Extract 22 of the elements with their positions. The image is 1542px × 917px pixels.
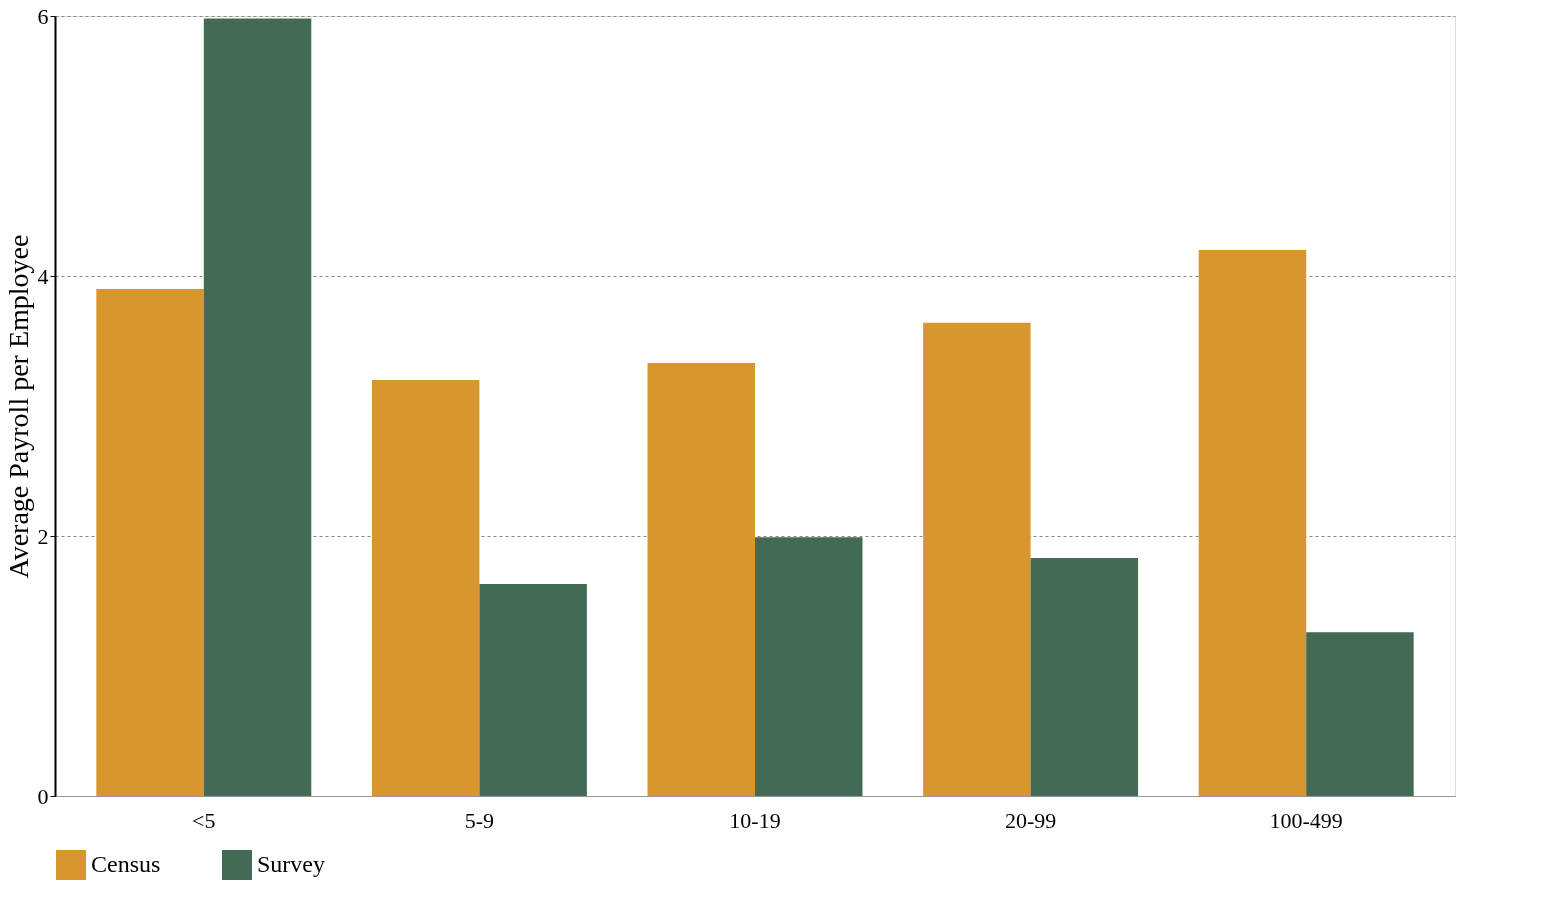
y-tick-label: 2 — [37, 523, 49, 549]
x-tick-label: 100-499 — [1269, 807, 1343, 833]
x-tick-label: 5-9 — [464, 807, 495, 833]
bar — [203, 18, 312, 796]
bar — [1030, 558, 1139, 796]
x-tick-label: 20-99 — [1004, 807, 1057, 833]
y-tick-label: 4 — [37, 263, 49, 289]
bar — [1198, 250, 1307, 796]
bar — [923, 322, 1031, 796]
bar — [647, 363, 755, 796]
legend-label: Census — [91, 851, 161, 877]
x-tick-label: <5 — [192, 807, 216, 833]
bar — [96, 289, 204, 796]
bar — [371, 380, 480, 796]
y-axis-title: Average Payroll per Employee — [2, 234, 34, 579]
legend-label: Survey — [257, 851, 325, 877]
x-tick-label: 10-19 — [729, 807, 781, 833]
bar — [755, 537, 863, 796]
y-tick-label: 6 — [37, 3, 49, 29]
bar — [479, 584, 587, 796]
y-tick-label: 0 — [37, 783, 49, 809]
bar — [1306, 632, 1414, 796]
